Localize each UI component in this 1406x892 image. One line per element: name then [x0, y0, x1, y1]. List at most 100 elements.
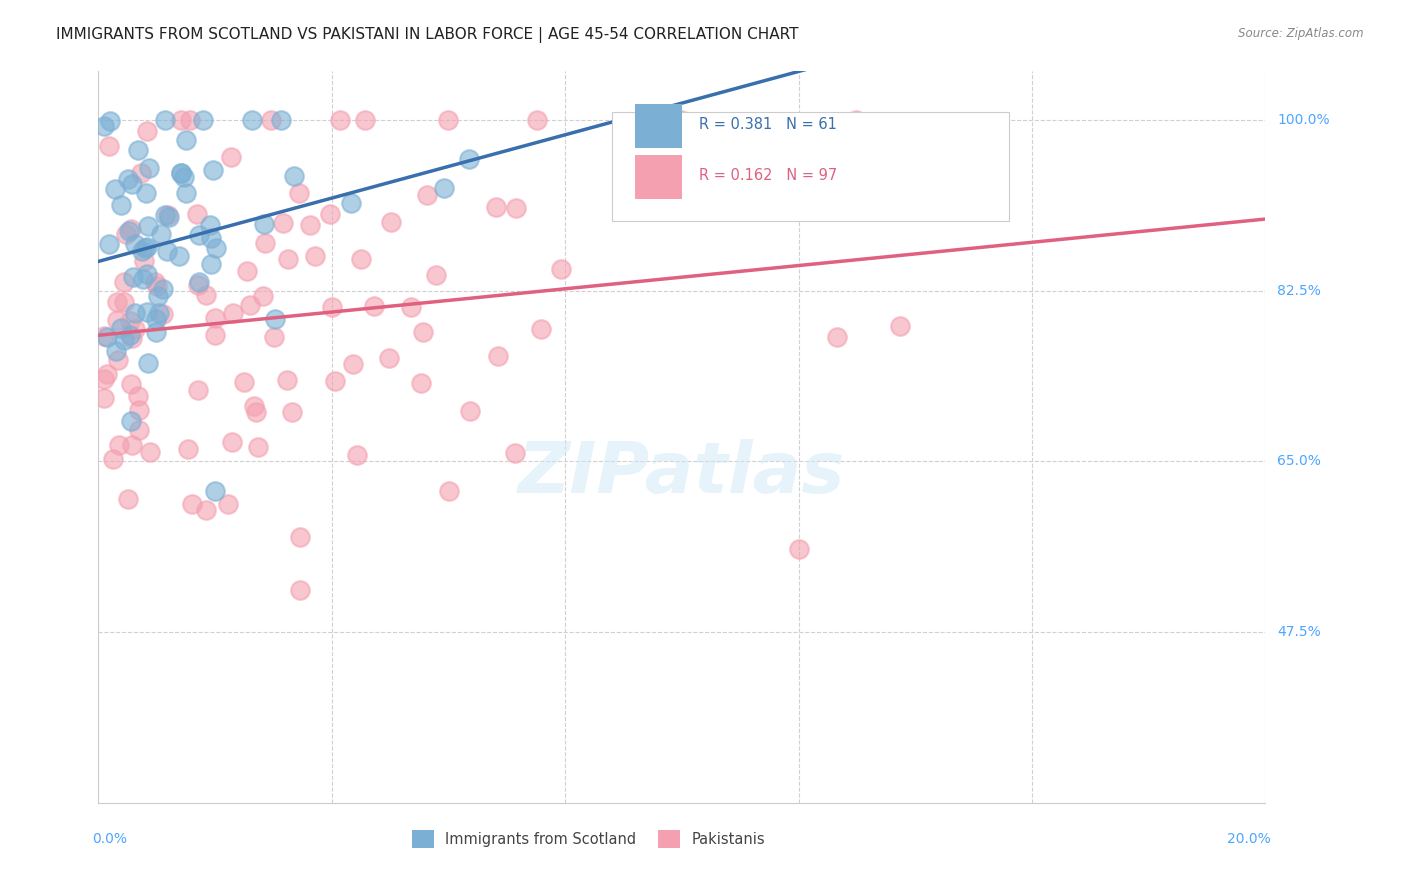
Point — [204, 241, 226, 255]
Point — [143, 275, 166, 289]
Point — [146, 279, 169, 293]
Point — [117, 171, 139, 186]
Point — [844, 113, 866, 128]
Point — [110, 198, 132, 212]
Point — [288, 530, 311, 544]
Point — [299, 218, 322, 232]
Point — [530, 322, 553, 336]
Point — [187, 228, 209, 243]
Point — [97, 139, 120, 153]
Point — [486, 350, 509, 364]
Text: 82.5%: 82.5% — [1277, 284, 1322, 298]
Point — [152, 282, 174, 296]
FancyBboxPatch shape — [636, 155, 682, 199]
Point — [176, 186, 198, 201]
Point — [118, 224, 141, 238]
Point — [124, 321, 146, 335]
Point — [191, 113, 214, 128]
Point — [671, 113, 693, 128]
Point — [120, 376, 142, 391]
Point — [412, 325, 434, 339]
Point — [136, 305, 159, 319]
Point — [233, 376, 256, 390]
Point — [380, 215, 402, 229]
Point — [136, 124, 159, 138]
Point — [98, 113, 121, 128]
Point — [436, 113, 458, 128]
Text: ZIPatlas: ZIPatlas — [519, 439, 845, 508]
Point — [120, 221, 142, 235]
Point — [187, 383, 209, 397]
Point — [260, 113, 283, 128]
Point — [156, 208, 179, 222]
Point — [236, 263, 259, 277]
Text: R = 0.381   N = 61: R = 0.381 N = 61 — [699, 117, 838, 131]
Point — [187, 278, 209, 293]
Point — [98, 237, 121, 252]
Point — [243, 400, 266, 414]
Point — [787, 542, 810, 557]
Point — [288, 582, 311, 597]
Text: Source: ZipAtlas.com: Source: ZipAtlas.com — [1239, 27, 1364, 40]
Point — [399, 300, 422, 314]
Point — [149, 227, 172, 241]
Point — [204, 327, 226, 342]
Point — [247, 440, 270, 454]
Point — [93, 372, 115, 386]
Point — [433, 181, 456, 195]
Point — [170, 166, 193, 180]
Point — [93, 119, 115, 133]
Point — [153, 208, 176, 222]
Point — [485, 200, 508, 214]
Point — [281, 405, 304, 419]
Point — [346, 448, 368, 462]
Point — [458, 403, 481, 417]
Point — [170, 166, 193, 180]
Point — [186, 207, 208, 221]
Point — [104, 182, 127, 196]
Point — [96, 330, 118, 344]
Point — [778, 147, 800, 161]
Text: 47.5%: 47.5% — [1277, 625, 1320, 640]
Point — [276, 373, 298, 387]
Point — [325, 374, 347, 388]
Point — [93, 391, 115, 405]
Text: 20.0%: 20.0% — [1227, 832, 1271, 846]
Point — [889, 318, 911, 333]
Point — [319, 207, 342, 221]
Point — [128, 423, 150, 437]
Point — [93, 328, 115, 343]
Point — [173, 169, 195, 184]
Point — [136, 240, 159, 254]
Point — [146, 288, 169, 302]
Point — [253, 235, 276, 250]
Point — [170, 113, 193, 128]
Point — [112, 275, 135, 289]
Point — [283, 169, 305, 184]
FancyBboxPatch shape — [612, 112, 1008, 221]
Point — [198, 218, 221, 232]
Point — [124, 237, 146, 252]
Point — [105, 313, 128, 327]
Point — [271, 216, 294, 230]
Point — [120, 327, 142, 342]
Point — [177, 442, 200, 457]
Point — [329, 113, 352, 128]
Point — [263, 329, 285, 343]
Point — [363, 299, 385, 313]
Point — [304, 249, 326, 263]
Point — [136, 356, 159, 370]
Text: IMMIGRANTS FROM SCOTLAND VS PAKISTANI IN LABOR FORCE | AGE 45-54 CORRELATION CHA: IMMIGRANTS FROM SCOTLAND VS PAKISTANI IN… — [56, 27, 799, 43]
Point — [200, 257, 222, 271]
Point — [354, 113, 377, 128]
Point — [145, 325, 167, 339]
FancyBboxPatch shape — [636, 104, 682, 148]
Point — [112, 294, 135, 309]
Point — [526, 113, 548, 128]
Point — [188, 275, 211, 289]
Text: 0.0%: 0.0% — [93, 832, 128, 846]
Point — [204, 483, 226, 498]
Point — [138, 161, 160, 175]
Point — [194, 503, 217, 517]
Point — [240, 113, 263, 128]
